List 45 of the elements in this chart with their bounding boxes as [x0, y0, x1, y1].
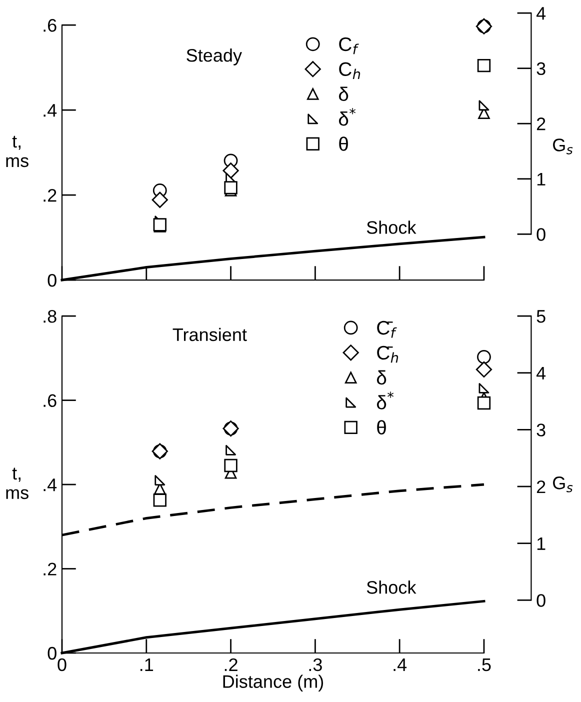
- y2-tick-label: 3: [536, 62, 546, 76]
- y2-tick-label: 4: [536, 366, 546, 380]
- y-tick-label: 0: [48, 646, 56, 660]
- y2-tick-label: 2: [536, 118, 546, 130]
- legend-label: C$_{h}$: [339, 62, 360, 80]
- x-tick-label: .3: [309, 658, 322, 672]
- y-tick-label: .2: [44, 188, 56, 202]
- y-tick-label: .8: [44, 310, 56, 323]
- y-tick-label: .2: [44, 562, 56, 576]
- x-tick-label: .2: [224, 658, 238, 671]
- y2-tick-label: 0: [536, 594, 546, 607]
- legend-label: C̄$_{h}$: [377, 346, 398, 363]
- y-tick-label: .6: [44, 18, 56, 32]
- y2-tick-label: 2: [536, 480, 546, 494]
- legend-label: δ$^{*}$: [376, 392, 394, 410]
- y2-axis-title: G$_{s}$: [553, 476, 573, 492]
- legend-label: δ: [376, 370, 386, 385]
- annotation: Shock: [366, 220, 416, 234]
- y2-tick-label: 1: [537, 173, 546, 186]
- y-tick-label: 0: [48, 274, 56, 287]
- legend-label: θ: [377, 420, 386, 434]
- legend-label: δ: [338, 86, 348, 101]
- legend-label: δ$^{*}$: [338, 108, 356, 126]
- legend-label: θ: [339, 136, 348, 151]
- y2-tick-label: 1: [537, 537, 546, 550]
- y2-tick-label: 3: [536, 424, 546, 436]
- x-axis-title: Distance (m): [223, 674, 324, 692]
- y2-tick-label: 4: [536, 7, 546, 20]
- y-tick-label: .6: [44, 394, 56, 407]
- y-tick-label: .4: [44, 104, 57, 117]
- x-tick-label: 0: [58, 658, 66, 672]
- y2-tick-label: 5: [536, 310, 546, 323]
- x-tick-label: .4: [394, 658, 407, 671]
- x-tick-label: .5: [478, 658, 491, 672]
- y2-tick-label: 0: [536, 228, 546, 241]
- y-axis-title: t, ms: [6, 136, 28, 168]
- legend-label: C̄$_{f}$: [377, 320, 397, 338]
- y2-axis-title: G$_{s}$: [553, 138, 573, 154]
- y-axis-title: t, ms: [6, 468, 28, 500]
- annotation: Steady: [186, 48, 242, 66]
- annotation: Shock: [366, 580, 416, 594]
- annotation: Transient: [172, 328, 247, 342]
- legend-label: C$_{f}$: [339, 37, 359, 54]
- x-tick-label: .1: [140, 658, 154, 671]
- y-tick-label: .4: [44, 478, 57, 492]
